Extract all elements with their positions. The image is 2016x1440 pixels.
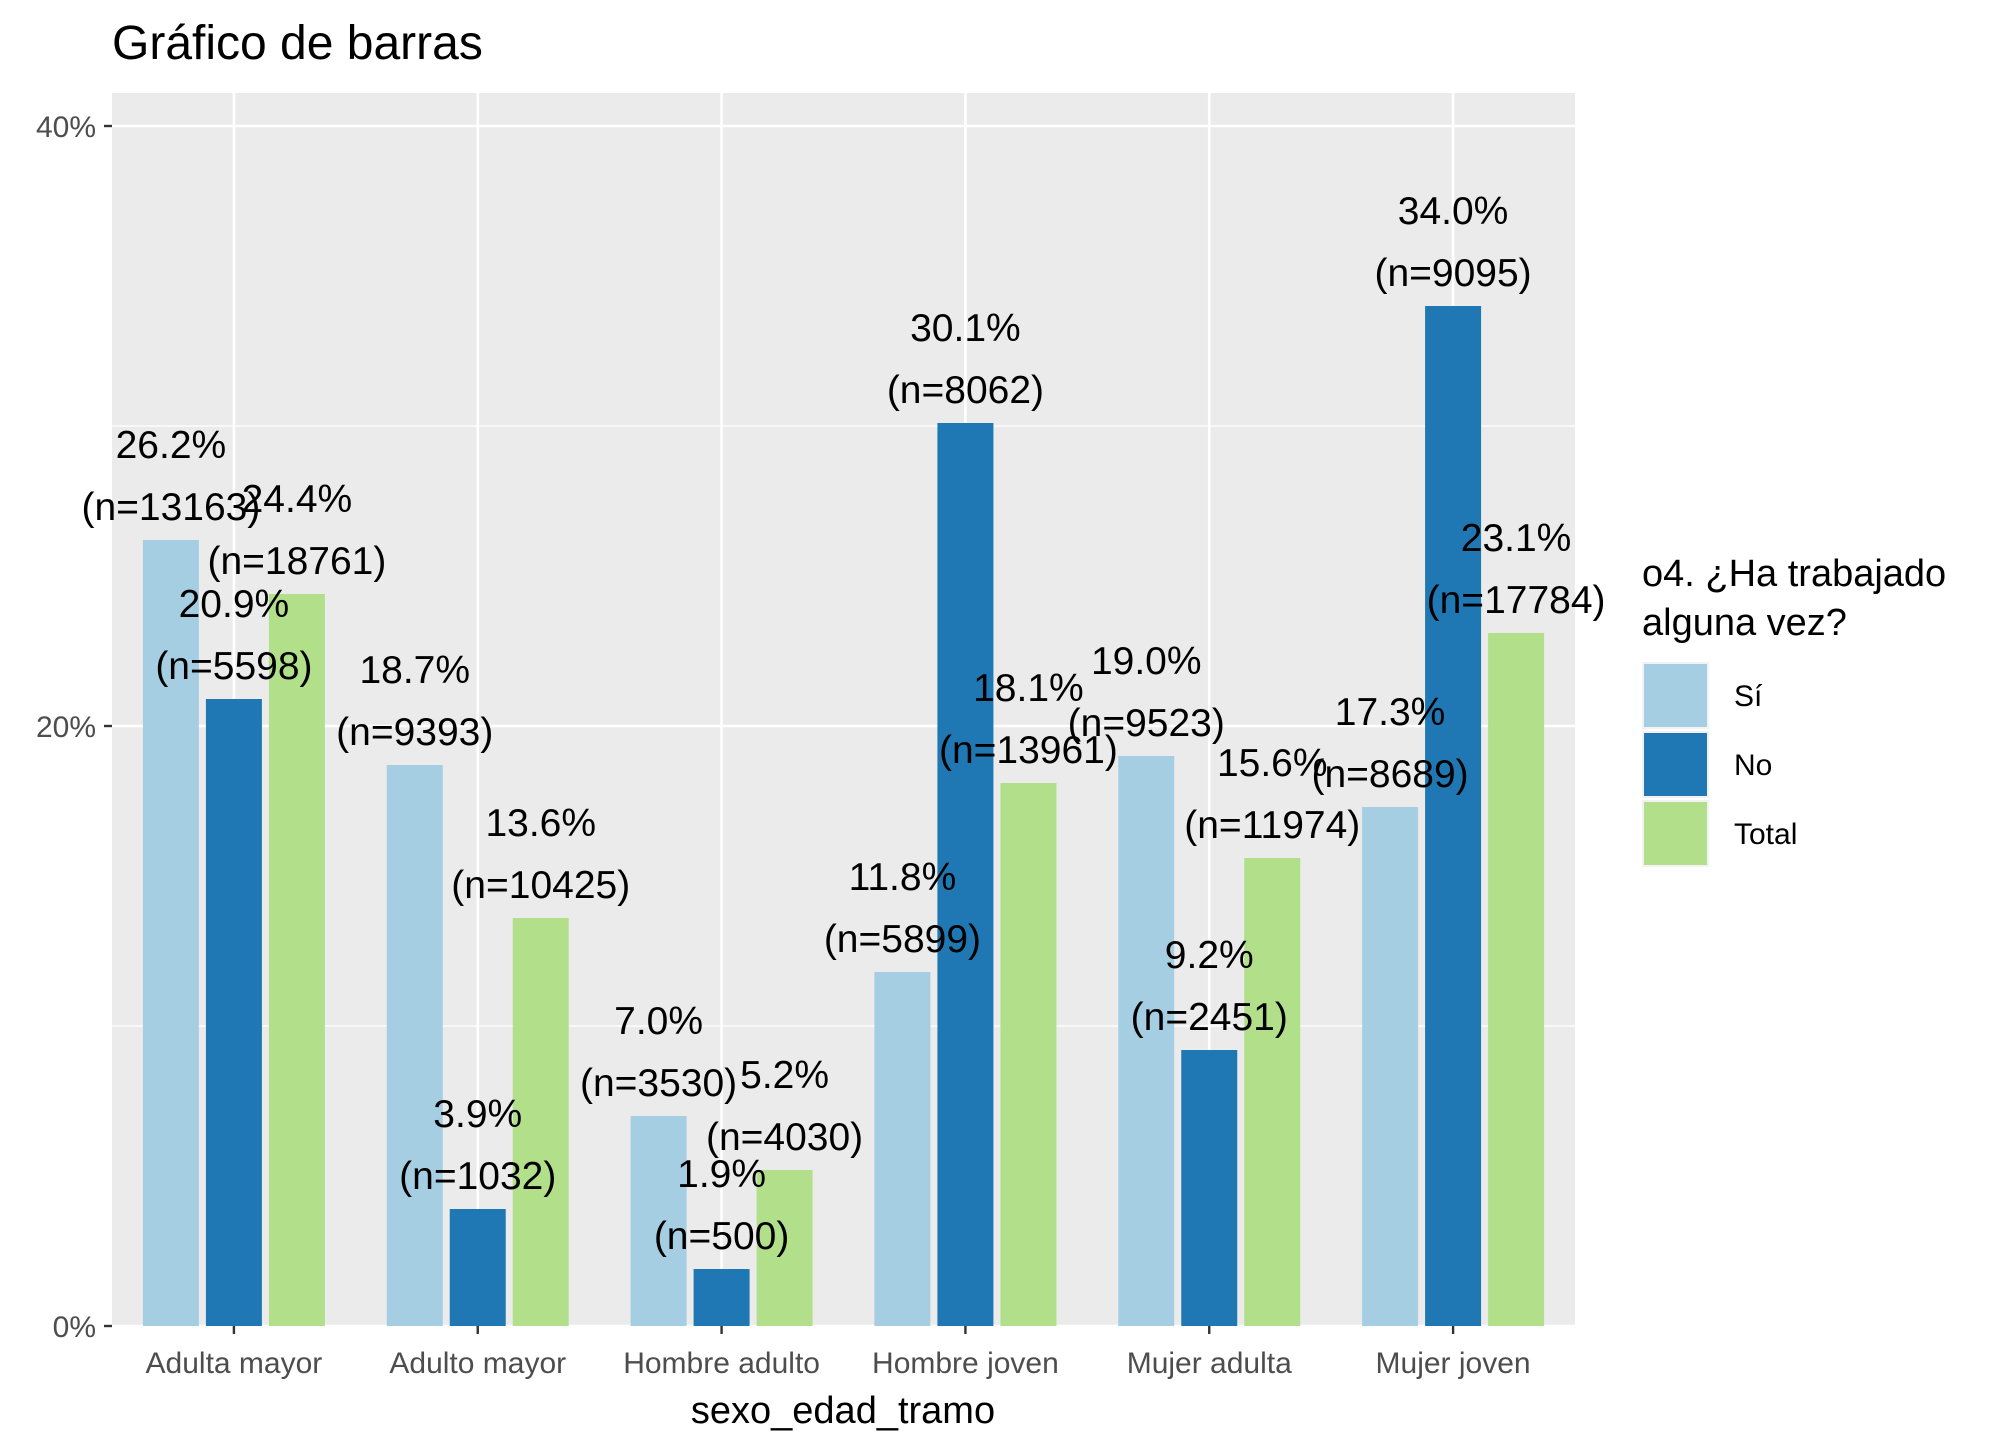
count-label: (n=500) bbox=[654, 1215, 790, 1258]
count-label: (n=8062) bbox=[887, 369, 1044, 412]
value-label: 23.1% bbox=[1461, 517, 1572, 560]
bar-Sí-5 bbox=[1362, 807, 1419, 1326]
value-label: 20.9% bbox=[179, 583, 290, 626]
x-tick-label: Mujer adulta bbox=[1127, 1347, 1292, 1380]
y-tick-label: 40% bbox=[36, 111, 96, 144]
x-tick-label: Mujer joven bbox=[1376, 1347, 1531, 1380]
bar-Total-0 bbox=[268, 594, 325, 1326]
value-label: 15.6% bbox=[1217, 742, 1328, 785]
count-label: (n=3530) bbox=[580, 1062, 737, 1105]
value-label: 34.0% bbox=[1398, 190, 1509, 233]
value-label: 19.0% bbox=[1091, 640, 1202, 683]
data-labels: 26.2% (n=13163) 18.7% (n=9393) 7.0% (n=3530) 1… bbox=[81, 190, 1605, 1258]
bar-Total-1 bbox=[512, 918, 569, 1326]
y-tick-label: 20% bbox=[36, 711, 96, 744]
y-axis: 0% 20% 40% bbox=[36, 111, 112, 1344]
value-label: 7.0% bbox=[614, 1000, 703, 1043]
legend: o4. ¿Ha trabajado alguna vez? Sí No Total bbox=[1642, 553, 1946, 867]
value-label: 3.9% bbox=[433, 1093, 522, 1136]
chart-title: Gráfico de barras bbox=[112, 17, 483, 70]
legend-label: Sí bbox=[1734, 680, 1763, 713]
legend-label: Total bbox=[1734, 818, 1797, 851]
bar-Sí-4 bbox=[1118, 756, 1175, 1326]
bars bbox=[142, 306, 1545, 1326]
count-label: (n=2451) bbox=[1131, 996, 1288, 1039]
count-label: (n=5598) bbox=[155, 645, 312, 688]
x-tick-label: Adulta mayor bbox=[146, 1347, 323, 1380]
x-tick-label: Hombre adulto bbox=[623, 1347, 820, 1380]
bar-No-3 bbox=[937, 423, 994, 1326]
count-label: (n=11974) bbox=[1184, 804, 1360, 847]
bar-No-4 bbox=[1181, 1050, 1238, 1326]
value-label: 9.2% bbox=[1165, 934, 1254, 977]
count-label: (n=9393) bbox=[336, 711, 493, 754]
x-tick-label: Hombre joven bbox=[872, 1347, 1059, 1380]
legend-swatch-No bbox=[1644, 733, 1707, 796]
value-label: 24.4% bbox=[242, 478, 353, 521]
bar-Sí-1 bbox=[386, 765, 443, 1326]
count-label: (n=18761) bbox=[207, 540, 386, 583]
x-tick-label: Adulto mayor bbox=[389, 1347, 566, 1380]
count-label: (n=9523) bbox=[1068, 702, 1225, 745]
bar-Total-2 bbox=[756, 1170, 813, 1326]
count-label: (n=10425) bbox=[451, 864, 630, 907]
value-label: 1.9% bbox=[677, 1153, 766, 1196]
value-label: 26.2% bbox=[116, 424, 227, 467]
count-label: (n=17784) bbox=[1427, 579, 1606, 622]
bar-Total-5 bbox=[1488, 633, 1545, 1326]
bar-Sí-2 bbox=[630, 1116, 687, 1326]
count-label: (n=8689) bbox=[1311, 753, 1468, 796]
count-label: (n=5899) bbox=[824, 918, 981, 961]
value-label: 30.1% bbox=[910, 307, 1021, 350]
bar-No-2 bbox=[693, 1269, 750, 1326]
value-label: 13.6% bbox=[485, 802, 596, 845]
count-label: (n=13961) bbox=[939, 729, 1118, 772]
legend-title: o4. ¿Ha trabajado bbox=[1642, 553, 1946, 595]
value-label: 17.3% bbox=[1335, 691, 1446, 734]
value-label: 18.1% bbox=[973, 667, 1084, 710]
x-axis: Adulta mayor Adulto mayor Hombre adulto Hom… bbox=[146, 1326, 1531, 1380]
x-axis-title: sexo_edad_tramo bbox=[691, 1390, 995, 1432]
value-label: 11.8% bbox=[849, 856, 957, 899]
count-label: (n=4030) bbox=[706, 1116, 863, 1159]
bar-No-5 bbox=[1425, 306, 1482, 1326]
count-label: (n=1032) bbox=[399, 1155, 556, 1198]
bar-Sí-3 bbox=[874, 972, 931, 1326]
bar-No-1 bbox=[449, 1209, 506, 1326]
count-label: (n=13163) bbox=[81, 486, 260, 529]
plot-panel bbox=[112, 93, 1575, 1326]
bar-Total-4 bbox=[1244, 858, 1301, 1326]
bar-Total-3 bbox=[1000, 783, 1057, 1326]
bar-No-0 bbox=[205, 699, 262, 1326]
value-label: 18.7% bbox=[359, 649, 470, 692]
y-tick-label: 0% bbox=[53, 1311, 96, 1344]
value-label: 5.2% bbox=[740, 1054, 829, 1097]
legend-swatch-Sí bbox=[1644, 664, 1707, 727]
legend-label: No bbox=[1734, 749, 1772, 782]
bar-Sí-0 bbox=[142, 540, 199, 1326]
count-label: (n=9095) bbox=[1374, 252, 1531, 295]
legend-title: alguna vez? bbox=[1642, 602, 1847, 644]
legend-swatch-Total bbox=[1644, 802, 1707, 865]
